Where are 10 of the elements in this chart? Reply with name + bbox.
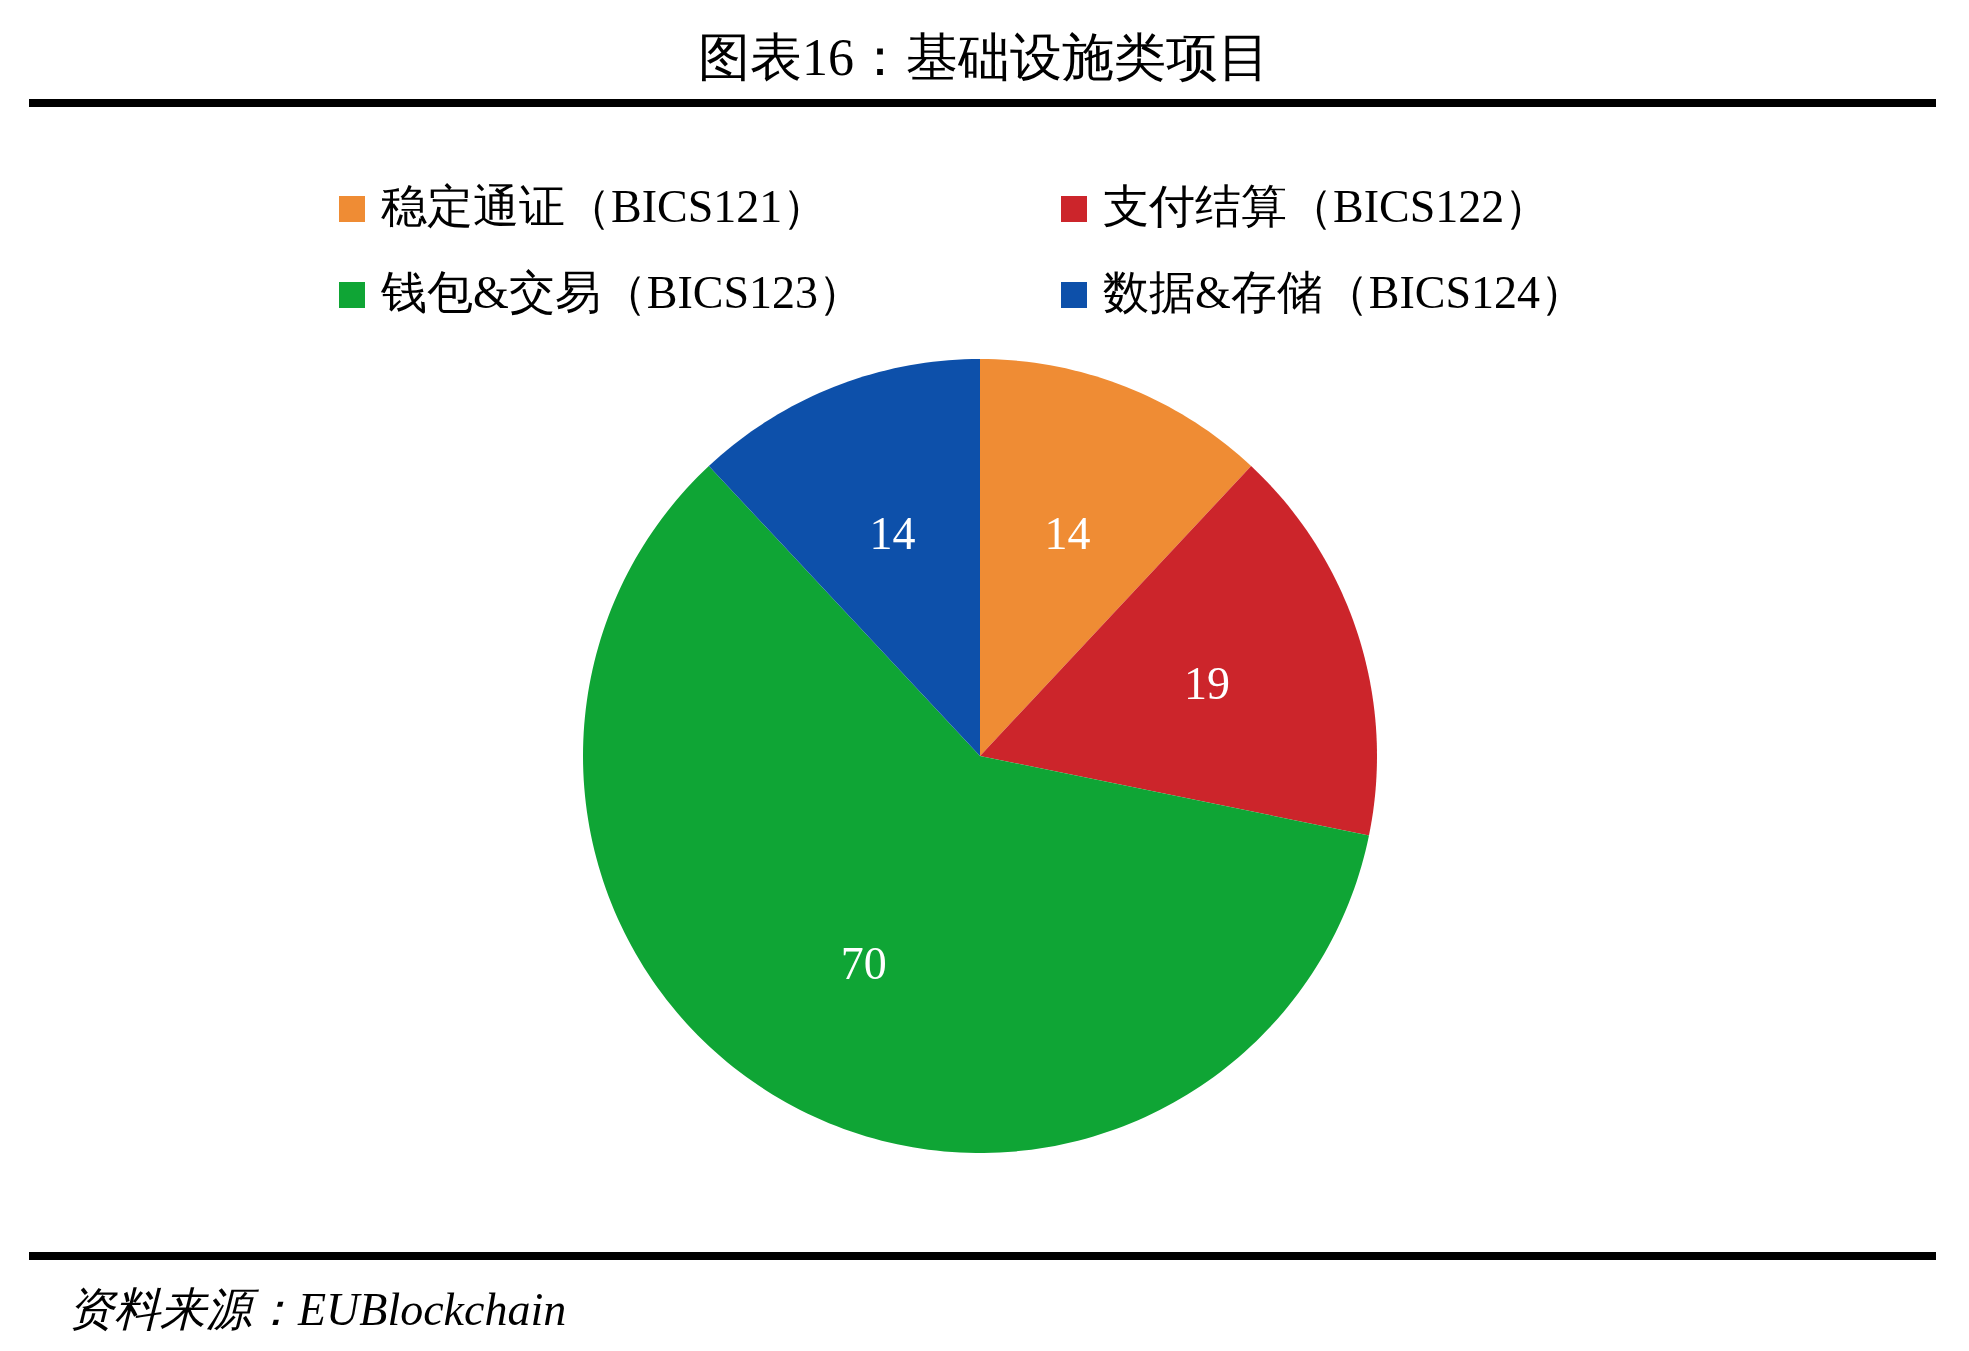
legend-label: 钱包&交易（BICS123） [380,267,865,318]
data-label: 14 [1044,508,1091,560]
text: 资料来源：EUBlockchain [68,1284,567,1335]
legend-label: 支付结算（BICS122） [1103,181,1551,232]
legend-label: 稳定通证（BICS121） [381,181,829,232]
legend-label: 数据&存储（BICS124） [1103,267,1587,318]
data-label: 14 [869,508,916,560]
chart-title: 图表16：基础设施类项目 [698,29,1270,86]
data-label: 70 [840,937,887,989]
data-label: 19 [1183,657,1230,709]
